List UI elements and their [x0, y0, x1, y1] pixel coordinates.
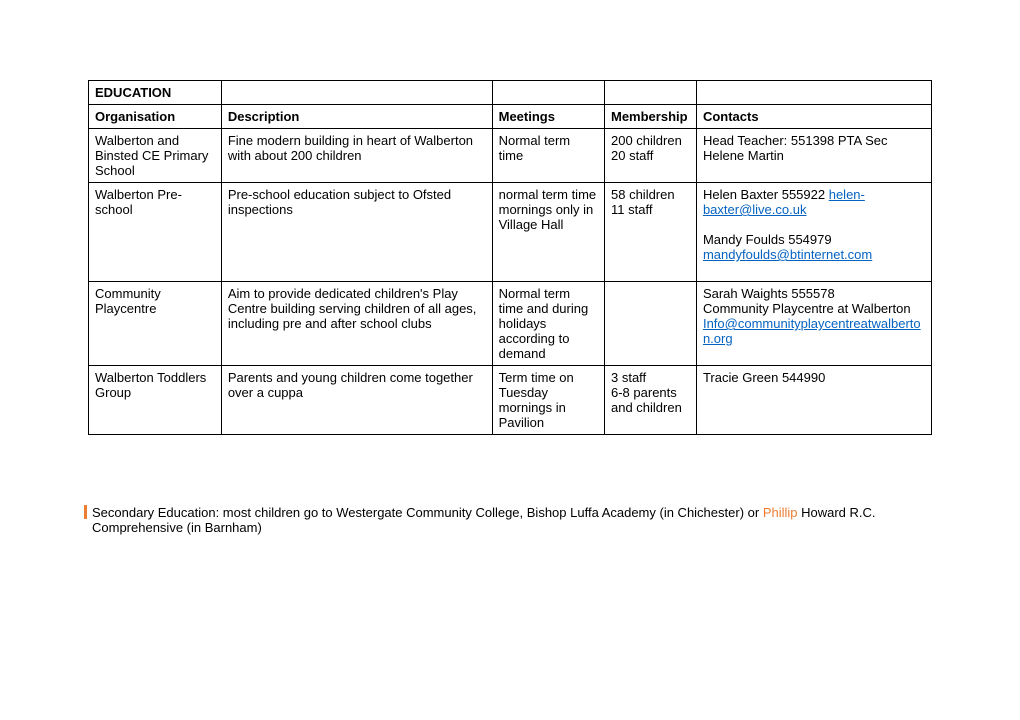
- cell-meetings: Normal term time and during holidays acc…: [492, 282, 604, 366]
- cell-membership: 3 staff 6-8 parents and children: [605, 366, 697, 435]
- cell-description: Pre-school education subject to Ofsted i…: [221, 183, 492, 282]
- section-title: EDUCATION: [89, 81, 222, 105]
- cell-contacts: Head Teacher: 551398 PTA Sec Helene Mart…: [696, 129, 931, 183]
- cell-meetings: Term time on Tuesday mornings in Pavilio…: [492, 366, 604, 435]
- education-table: EDUCATION Organisation Description Meeti…: [88, 80, 932, 435]
- contact-text: Tracie Green 544990: [703, 370, 825, 385]
- cell-description: Aim to provide dedicated children's Play…: [221, 282, 492, 366]
- contact-text: Mandy Foulds 554979: [703, 232, 832, 247]
- email-link[interactable]: mandyfoulds@btinternet.com: [703, 247, 872, 262]
- cell-membership: [605, 282, 697, 366]
- footer-pre: Secondary Education: most children go to…: [92, 505, 763, 520]
- cell-contacts: Helen Baxter 555922 helen-baxter@live.co…: [696, 183, 931, 282]
- header-row: Organisation Description Meetings Member…: [89, 105, 932, 129]
- table-row: Walberton Pre-school Pre-school educatio…: [89, 183, 932, 282]
- header-contacts: Contacts: [696, 105, 931, 129]
- footer-highlight: Phillip: [763, 505, 798, 520]
- contact-text: Helen Baxter 555922: [703, 187, 829, 202]
- footer-note: Secondary Education: most children go to…: [88, 505, 932, 535]
- table-row: Community Playcentre Aim to provide dedi…: [89, 282, 932, 366]
- cell-organisation: Walberton Toddlers Group: [89, 366, 222, 435]
- contact-text: Community Playcentre at Walberton: [703, 301, 911, 316]
- header-membership: Membership: [605, 105, 697, 129]
- section-title-row: EDUCATION: [89, 81, 932, 105]
- table-row: Walberton and Binsted CE Primary School …: [89, 129, 932, 183]
- cell-contacts: Sarah Waights 555578 Community Playcentr…: [696, 282, 931, 366]
- table-row: Walberton Toddlers Group Parents and you…: [89, 366, 932, 435]
- contact-text: Sarah Waights 555578: [703, 286, 835, 301]
- contact-text: Head Teacher: 551398 PTA Sec Helene Mart…: [703, 133, 888, 163]
- cell-contacts: Tracie Green 544990: [696, 366, 931, 435]
- cell-description: Fine modern building in heart of Walbert…: [221, 129, 492, 183]
- cell-meetings: normal term time mornings only in Villag…: [492, 183, 604, 282]
- cell-organisation: Walberton Pre-school: [89, 183, 222, 282]
- header-meetings: Meetings: [492, 105, 604, 129]
- cell-description: Parents and young children come together…: [221, 366, 492, 435]
- cell-membership: 58 children 11 staff: [605, 183, 697, 282]
- cell-organisation: Walberton and Binsted CE Primary School: [89, 129, 222, 183]
- cell-meetings: Normal term time: [492, 129, 604, 183]
- cell-membership: 200 children 20 staff: [605, 129, 697, 183]
- cell-organisation: Community Playcentre: [89, 282, 222, 366]
- header-organisation: Organisation: [89, 105, 222, 129]
- email-link[interactable]: Info@communityplaycentreatwalberton.org: [703, 316, 921, 346]
- header-description: Description: [221, 105, 492, 129]
